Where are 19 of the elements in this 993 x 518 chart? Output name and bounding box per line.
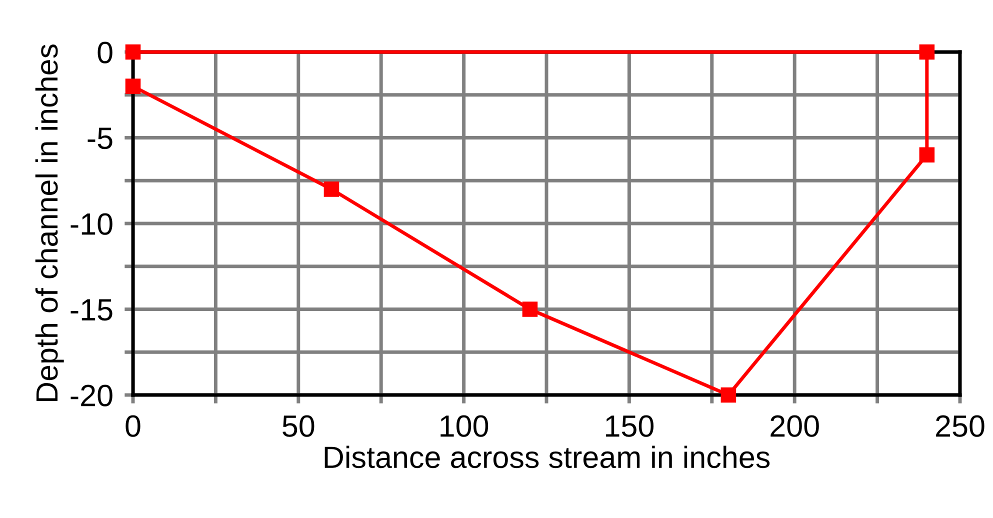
y-axis-title: Depth of channel in inches xyxy=(35,44,64,402)
point xyxy=(720,387,736,403)
point xyxy=(919,147,935,163)
x-axis-title: Distance across stream in inches xyxy=(324,446,770,468)
y-tick-label: -5 xyxy=(88,128,112,150)
x-tick-label: 0 xyxy=(126,415,140,437)
y-tick-label: 0 xyxy=(98,42,112,64)
x-tick-label: 250 xyxy=(936,415,984,437)
y-tick-label: -10 xyxy=(70,213,112,235)
point xyxy=(919,44,935,60)
point xyxy=(522,302,538,317)
point xyxy=(125,78,141,94)
x-tick-label: 100 xyxy=(440,415,488,437)
x-tick-label: 50 xyxy=(282,415,314,437)
point xyxy=(324,182,340,197)
x-tick-label: 200 xyxy=(770,415,819,437)
y-tick-label: -20 xyxy=(70,384,112,406)
x-tick-label: 150 xyxy=(606,415,654,437)
y-tick-label: -15 xyxy=(70,299,112,321)
